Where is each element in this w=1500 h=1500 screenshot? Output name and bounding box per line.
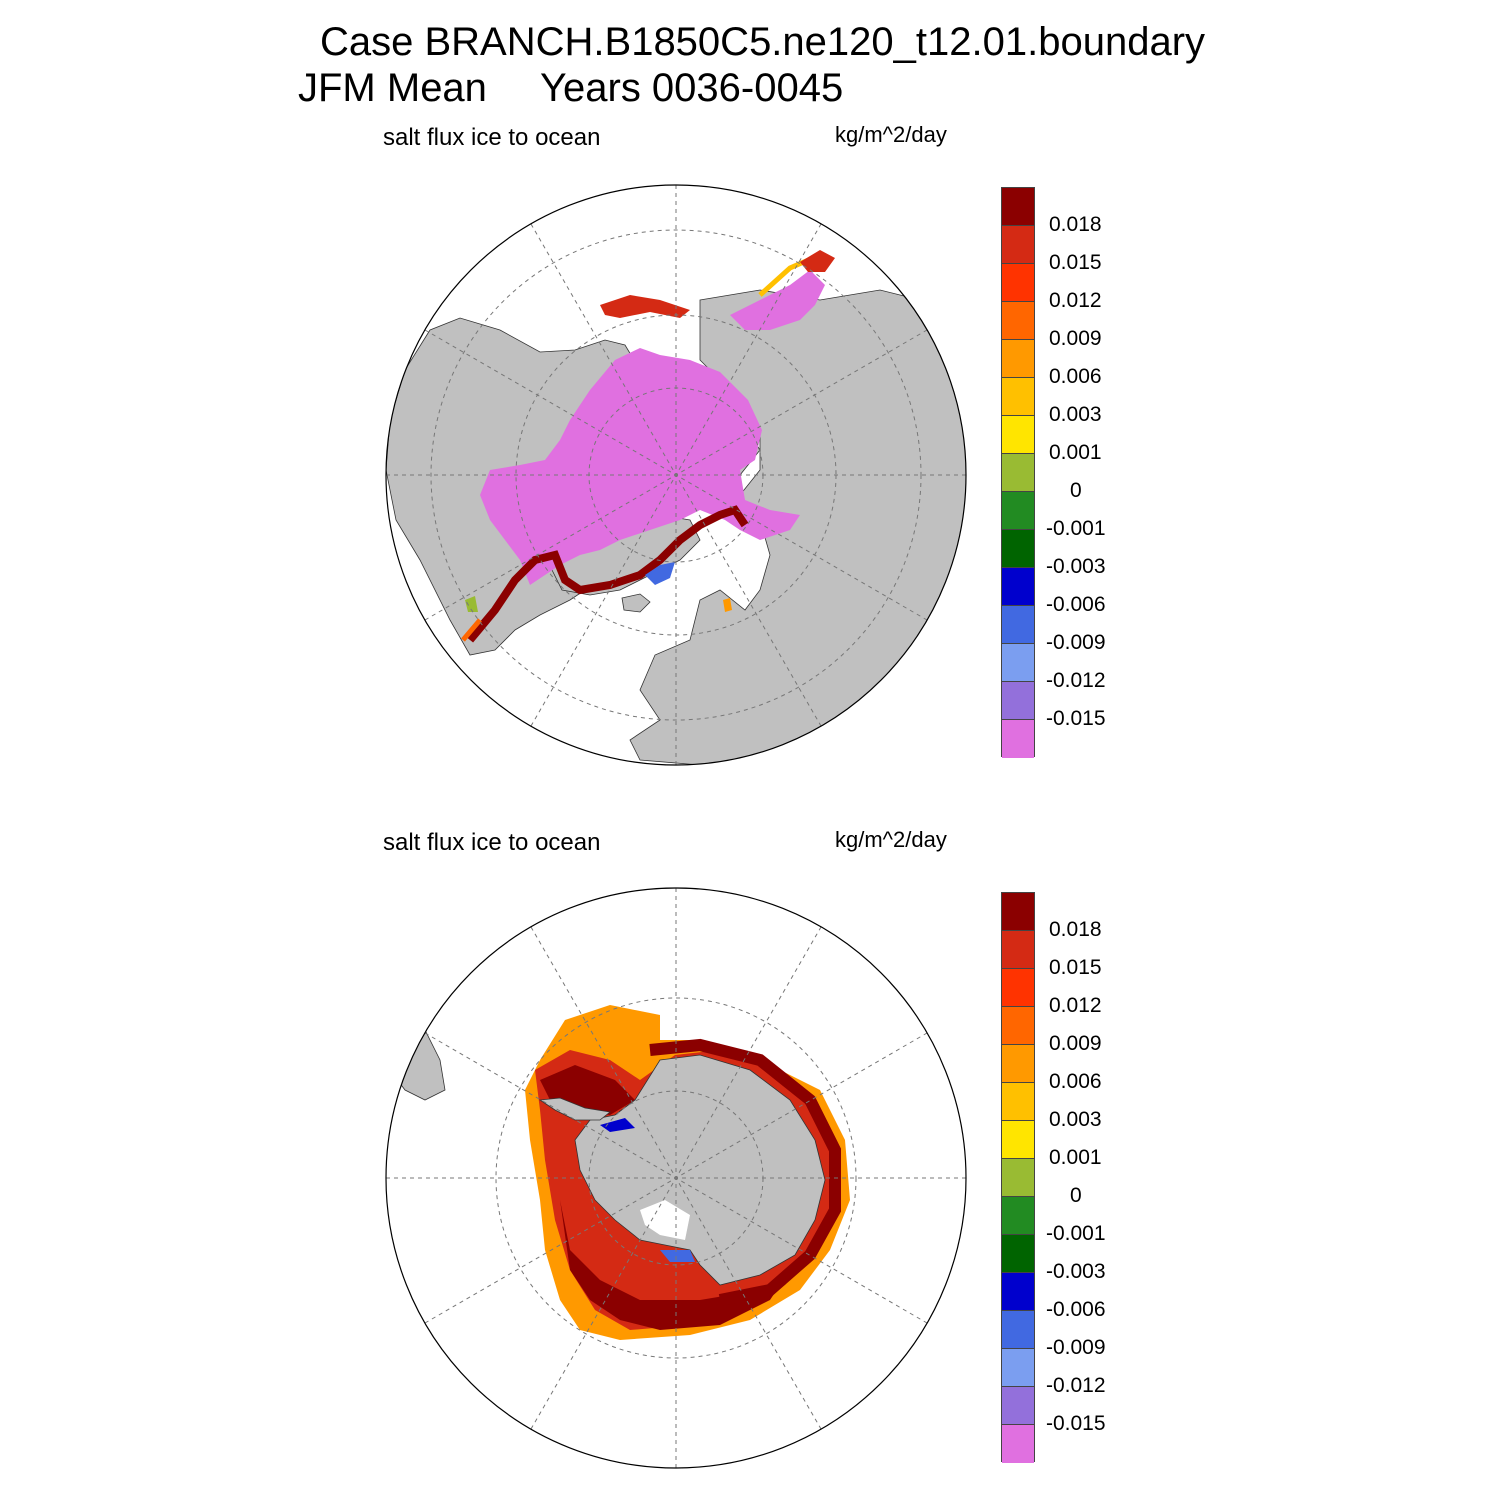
colorbar-swatch — [1002, 1121, 1034, 1159]
antarctic-peninsula — [538, 1097, 611, 1121]
arctic-map — [386, 185, 966, 765]
arctic-ice-edge-orange — [461, 618, 482, 642]
colorbar-tick-label: 0.015 — [1049, 956, 1102, 979]
colorbar-swatch — [1002, 1387, 1034, 1425]
antarctic-ice-darkred — [540, 1065, 790, 1330]
colorbar-swatch — [1002, 606, 1034, 644]
bering-edge — [600, 295, 690, 318]
colorbar-tick-label: 0.018 — [1049, 918, 1102, 941]
colorbar-swatch — [1002, 893, 1034, 931]
labrador-yellow — [465, 596, 478, 612]
colorbar-tick-label: 0.001 — [1049, 441, 1102, 464]
colorbar-swatch — [1002, 378, 1034, 416]
colorbar-swatch — [1002, 1349, 1034, 1387]
colorbar-tick-label: 0.012 — [1049, 289, 1102, 312]
colorbar-tick-label: 0 — [1070, 1184, 1082, 1207]
colorbar-tick-label: 0.003 — [1049, 403, 1102, 426]
baltic-ice — [723, 598, 732, 612]
bottom-colorbar — [1001, 892, 1035, 1463]
colorbar-swatch — [1002, 226, 1034, 264]
colorbar-swatch — [1002, 682, 1034, 720]
colorbar-tick-label: 0.003 — [1049, 1108, 1102, 1131]
colorbar-tick-label: -0.009 — [1046, 1336, 1106, 1359]
arctic-ice-pink — [480, 348, 800, 585]
colorbar-swatch — [1002, 1045, 1034, 1083]
colorbar-swatch — [1002, 340, 1034, 378]
colorbar-swatch — [1002, 1159, 1034, 1197]
okhotsk-ice — [730, 270, 825, 330]
colorbar-swatch — [1002, 530, 1034, 568]
colorbar-swatch — [1002, 302, 1034, 340]
colorbar-tick-label: 0.012 — [1049, 994, 1102, 1017]
arctic-ice-edge-red — [466, 505, 749, 643]
colorbar-tick-label: -0.015 — [1046, 707, 1106, 730]
bottom-panel-units: kg/m^2/day — [835, 827, 947, 852]
colorbar-tick-label: 0.006 — [1049, 365, 1102, 388]
colorbar-swatch — [1002, 264, 1034, 302]
colorbar-swatch — [1002, 931, 1034, 969]
top-panel-variable-name: salt flux ice to ocean — [383, 124, 601, 151]
colorbar-swatch — [1002, 720, 1034, 758]
colorbar-swatch — [1002, 969, 1034, 1007]
colorbar-tick-label: -0.006 — [1046, 593, 1106, 616]
top-colorbar — [1001, 187, 1035, 758]
colorbar-tick-label: -0.003 — [1046, 1260, 1106, 1283]
colorbar-swatch — [1002, 416, 1034, 454]
colorbar-swatch — [1002, 1083, 1034, 1121]
colorbar-tick-label: -0.009 — [1046, 631, 1106, 654]
colorbar-swatch — [1002, 1007, 1034, 1045]
colorbar-swatch — [1002, 1197, 1034, 1235]
colorbar-swatch — [1002, 1425, 1034, 1463]
colorbar-tick-label: 0.018 — [1049, 213, 1102, 236]
colorbar-tick-label: 0 — [1070, 479, 1082, 502]
weddell-blue — [600, 1118, 635, 1132]
colorbar-tick-label: -0.012 — [1046, 1374, 1106, 1397]
colorbar-swatch — [1002, 1273, 1034, 1311]
ross-blue — [660, 1250, 695, 1262]
years-label: Years 0036-0045 — [540, 66, 844, 110]
colorbar-tick-label: -0.015 — [1046, 1412, 1106, 1435]
iceland-land — [621, 593, 651, 613]
ross-ice-shelf — [640, 1200, 690, 1240]
colorbar-tick-label: -0.003 — [1046, 555, 1106, 578]
bottom-panel-variable-name: salt flux ice to ocean — [383, 829, 601, 856]
colorbar-tick-label: 0.006 — [1049, 1070, 1102, 1093]
colorbar-swatch — [1002, 454, 1034, 492]
colorbar-tick-label: -0.001 — [1046, 1222, 1106, 1245]
colorbar-swatch — [1002, 568, 1034, 606]
plot-title: Case BRANCH.B1850C5.ne120_t12.01.boundar… — [320, 20, 1206, 64]
colorbar-swatch — [1002, 492, 1034, 530]
colorbar-tick-label: 0.001 — [1049, 1146, 1102, 1169]
top-panel-units: kg/m^2/day — [835, 122, 947, 147]
antarctic-map — [386, 888, 966, 1468]
colorbar-tick-label: -0.001 — [1046, 517, 1106, 540]
colorbar-tick-label: -0.012 — [1046, 669, 1106, 692]
colorbar-tick-label: 0.009 — [1049, 327, 1102, 350]
season-label: JFM Mean — [298, 66, 487, 110]
colorbar-tick-label: 0.015 — [1049, 251, 1102, 274]
colorbar-tick-label: 0.009 — [1049, 1032, 1102, 1055]
greenland-sea-blue — [645, 562, 675, 585]
colorbar-swatch — [1002, 644, 1034, 682]
antarctica-land — [574, 1054, 826, 1286]
antarctic-ring-darkred — [649, 1038, 841, 1306]
colorbar-swatch — [1002, 1311, 1034, 1349]
okhotsk-red — [800, 250, 835, 272]
colorbar-swatch — [1002, 188, 1034, 226]
colorbar-tick-label: -0.006 — [1046, 1298, 1106, 1321]
colorbar-swatch — [1002, 1235, 1034, 1273]
